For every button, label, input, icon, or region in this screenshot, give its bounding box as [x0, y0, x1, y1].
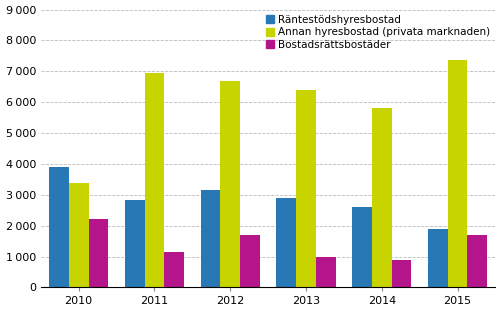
- Bar: [277, 198, 296, 287]
- Bar: [296, 90, 316, 287]
- Bar: [125, 200, 145, 287]
- Bar: [145, 73, 164, 287]
- Bar: [240, 235, 260, 287]
- Bar: [220, 80, 240, 287]
- Bar: [448, 60, 467, 287]
- Bar: [352, 207, 372, 287]
- Bar: [69, 183, 89, 287]
- Bar: [316, 256, 336, 287]
- Bar: [49, 167, 69, 287]
- Bar: [201, 190, 220, 287]
- Bar: [467, 235, 487, 287]
- Bar: [392, 260, 411, 287]
- Bar: [164, 251, 184, 287]
- Bar: [372, 108, 392, 287]
- Bar: [428, 229, 448, 287]
- Bar: [89, 219, 108, 287]
- Legend: Räntestödshyresbostad, Annan hyresbostad (privata marknaden), Bostadsrättsbostäd: Räntestödshyresbostad, Annan hyresbostad…: [266, 15, 490, 50]
